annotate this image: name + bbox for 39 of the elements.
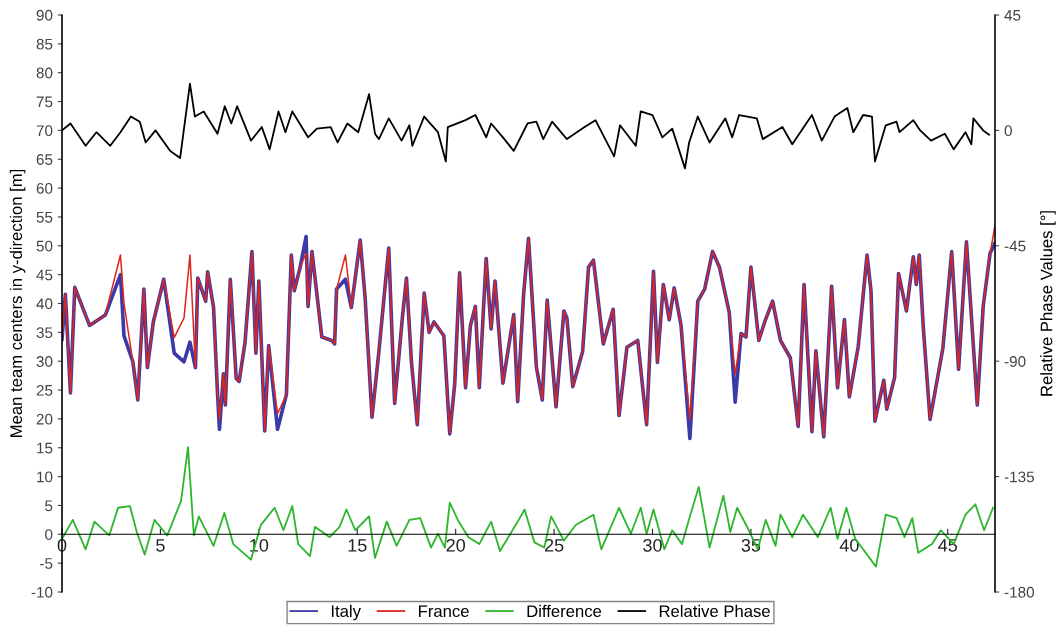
y-tick-label: 40 [36,298,53,310]
x-tick-label: 20 [446,538,466,552]
y2-tick-label: -135 [1004,471,1034,483]
x-tick-label: 45 [938,539,958,552]
legend-label: Italy [331,604,361,621]
legend-label: Difference [527,604,602,618]
y2-tick-label: 0 [1004,125,1012,137]
y2-axis-title: Relative Phase Values [°] [1040,211,1056,396]
y-tick-label: 45 [36,269,53,281]
y-tick-label: -5 [40,558,53,569]
y-tick-label: 90 [36,9,53,21]
y-tick-label: 20 [36,413,53,425]
y-tick-label: 60 [36,182,53,194]
y2-tick-label: -90 [1004,356,1026,367]
y-tick-label: 70 [36,125,53,137]
y2-tick-label: -180 [1004,586,1035,598]
y-tick-label: 5 [45,500,53,512]
y-tick-label: 0 [45,529,53,540]
y-tick-label: 35 [36,327,53,339]
y-tick-label: 65 [36,154,53,165]
y-tick-label: 85 [36,38,53,50]
x-tick-label: 25 [544,538,564,552]
y2-tick-label: 45 [1004,10,1021,21]
y-tick-label: 80 [36,67,53,79]
y-tick-label: 25 [36,384,53,396]
y-tick-label: 50 [36,240,53,252]
y-tick-label: -10 [31,586,53,598]
y2-tick-label: -45 [1004,240,1026,252]
x-tick-label: 15 [348,539,367,552]
y-tick-label: 10 [37,471,53,483]
y-tick-label: 15 [37,442,53,454]
x-tick-label: 5 [156,539,165,552]
y-axis-title: Mean team centers in y-direction [m] [9,169,26,437]
x-tick-label: 30 [643,538,662,552]
y-tick-label: 55 [36,211,53,223]
y-tick-label: 30 [36,356,53,367]
legend-label: Relative Phase [659,604,770,618]
y-tick-label: 75 [36,96,53,108]
legend-label: France [419,605,469,618]
